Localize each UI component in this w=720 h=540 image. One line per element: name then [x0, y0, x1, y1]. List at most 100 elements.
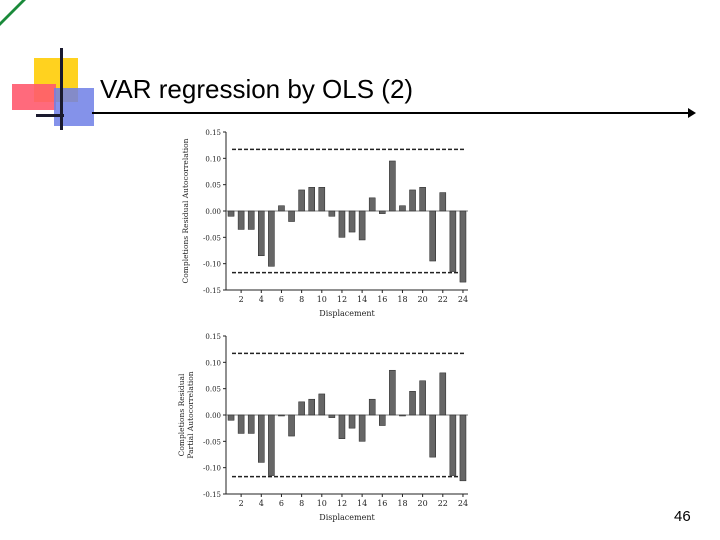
x-tick-label: 2 — [239, 295, 244, 304]
bar — [278, 414, 285, 417]
decor-horizontal-line — [36, 114, 64, 117]
x-tick-label: 12 — [337, 295, 347, 304]
bar — [429, 210, 436, 262]
page-number: 46 — [674, 508, 691, 525]
x-tick-label: 18 — [397, 499, 407, 508]
bar — [288, 210, 295, 222]
x-tick-label: 16 — [377, 295, 387, 304]
x-tick-label: 10 — [317, 499, 327, 508]
x-tick-label: 20 — [418, 295, 428, 304]
y-axis-label-line: Completions Residual — [177, 373, 186, 456]
title-underline-arrowhead — [688, 108, 696, 118]
x-tick-label: 18 — [397, 295, 407, 304]
y-tick-label: 0.00 — [205, 208, 221, 216]
y-tick-label: -0.05 — [203, 438, 221, 446]
y-tick-label: 0.15 — [205, 129, 221, 137]
x-tick-label: 14 — [357, 499, 367, 508]
x-axis-label: Displacement — [319, 309, 375, 318]
bar — [268, 210, 275, 267]
bar — [237, 414, 245, 434]
y-tick-label: 0.10 — [205, 155, 221, 163]
bar — [227, 210, 235, 217]
partial-autocorrelation-chart: 0.150.100.050.00-0.05-0.10-0.152 4 6 8 10 12 1… — [177, 333, 468, 522]
bar — [247, 210, 255, 230]
bar — [419, 187, 426, 212]
x-tick-label: 12 — [337, 499, 347, 508]
x-tick-label: 22 — [438, 295, 448, 304]
bar — [298, 401, 305, 416]
bar — [429, 414, 436, 458]
bar — [459, 210, 467, 283]
bar — [318, 187, 326, 212]
y-tick-label: -0.05 — [203, 234, 221, 242]
bar — [308, 398, 315, 416]
bar — [247, 414, 255, 434]
bar — [278, 205, 285, 212]
bar — [379, 210, 386, 214]
bar — [268, 414, 275, 476]
x-tick-label: 20 — [418, 499, 428, 508]
bar — [389, 369, 396, 416]
bar — [409, 391, 416, 416]
x-axis-label: Displacement — [319, 513, 375, 522]
bar — [258, 210, 265, 257]
x-tick-label: 10 — [317, 295, 327, 304]
bar — [227, 414, 235, 421]
bar — [328, 414, 336, 418]
x-tick-label: 8 — [299, 295, 304, 304]
y-tick-label: 0.00 — [205, 412, 221, 420]
y-tick-label: -0.15 — [203, 287, 221, 295]
bar — [459, 414, 467, 482]
x-tick-label: 2 — [239, 499, 244, 508]
bar — [348, 210, 356, 233]
bar — [399, 414, 406, 417]
x-tick-label: 24 — [458, 295, 468, 304]
y-tick-label: -0.10 — [203, 261, 221, 269]
y-tick-label: 0.05 — [205, 386, 221, 394]
bar — [338, 414, 346, 439]
y-axis-label: Completions ResidualPartial Autocorrelat… — [177, 371, 195, 458]
bar — [449, 414, 457, 476]
bar — [358, 414, 366, 442]
bar — [348, 414, 356, 429]
x-tick-label: 24 — [458, 499, 468, 508]
y-tick-label: 0.10 — [205, 359, 221, 367]
x-tick-label: 4 — [259, 295, 264, 304]
bar — [449, 210, 457, 272]
bar — [258, 414, 265, 463]
x-tick-label: 6 — [279, 499, 284, 508]
x-tick-label: 22 — [438, 499, 448, 508]
bar — [379, 414, 386, 426]
y-tick-label: 0.05 — [205, 182, 221, 190]
y-tick-label: -0.10 — [203, 465, 221, 473]
y-tick-label: -0.15 — [203, 491, 221, 499]
x-tick-label: 16 — [377, 499, 387, 508]
bar — [298, 189, 305, 212]
x-tick-label: 4 — [259, 499, 264, 508]
y-axis-label: Completions Residual Autocorrelation — [181, 138, 190, 283]
slide-title: VAR regression by OLS (2) — [100, 74, 414, 104]
title-underline — [92, 112, 690, 114]
bar — [318, 393, 326, 416]
x-tick-label: 6 — [279, 295, 284, 304]
bar — [368, 197, 376, 212]
bar — [368, 398, 376, 416]
decor-vertical-line — [60, 48, 63, 130]
bar — [419, 380, 426, 416]
decor-red-rect — [12, 84, 56, 110]
bar — [237, 210, 245, 230]
bar — [439, 372, 447, 416]
y-axis-label-line: Partial Autocorrelation — [186, 371, 195, 458]
x-tick-label: 8 — [299, 499, 304, 508]
bar — [308, 187, 315, 212]
corner-accent-inner — [0, 0, 22, 22]
x-tick-label: 14 — [357, 295, 367, 304]
bar — [439, 192, 447, 212]
bar — [338, 210, 346, 238]
bar — [399, 205, 406, 212]
bar — [389, 160, 396, 212]
bar — [288, 414, 295, 437]
autocorrelation-chart: 0.150.100.050.00-0.05-0.10-0.152 4 6 8 10 12 1… — [181, 129, 468, 318]
bar — [409, 189, 416, 212]
bar — [328, 210, 336, 217]
